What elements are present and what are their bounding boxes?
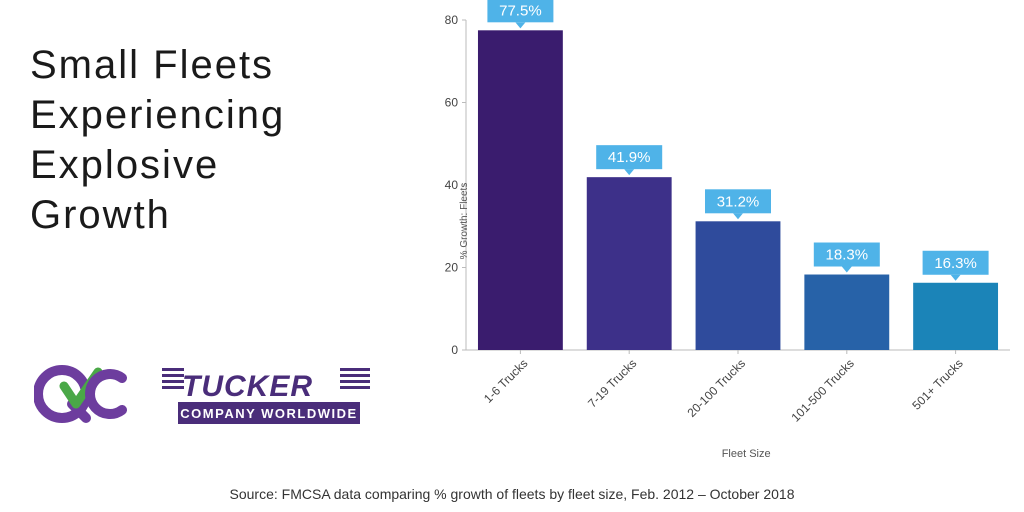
bar [478,30,563,350]
category-label: 20-100 Trucks [684,356,748,420]
chart-svg: 0 20 40 60 80 77.5% 1-6 Trucks 41.9% 7-19 Trucks… [420,0,1024,460]
category-label: 101-500 Trucks [789,356,857,424]
value-label: 41.9% [608,149,651,166]
y-axis-label: % Growth: Fleets [459,182,470,259]
svg-text:20: 20 [445,261,459,275]
category-label: 7-19 Trucks [585,356,639,410]
value-label: 77.5% [499,2,542,19]
page-title: Small Fleets Experiencing Explosive Grow… [30,40,400,240]
left-panel: Small Fleets Experiencing Explosive Grow… [0,0,420,460]
qc-logo [34,360,134,428]
logos-row: TUCKER COMPANY WORLDWIDE [30,360,400,440]
tucker-logo: TUCKER COMPANY WORLDWIDE [162,362,372,426]
source-text: Source: FMCSA data comparing % growth of… [0,486,1024,502]
title-line: Small Fleets [30,40,400,90]
title-line: Explosive [30,140,400,190]
title-line: Experiencing [30,90,400,140]
svg-text:60: 60 [445,96,459,110]
x-axis-label: Fleet Size [722,448,771,460]
tucker-word: TUCKER [182,370,313,403]
svg-text:80: 80 [445,13,459,27]
value-label: 18.3% [826,247,869,264]
svg-text:40: 40 [445,178,459,192]
value-label: 31.2% [717,193,760,210]
category-label: 1-6 Trucks [481,356,531,406]
bar [696,221,781,350]
bar [804,275,889,350]
bar [913,283,998,350]
svg-text:0: 0 [451,343,458,357]
title-line: Growth [30,190,400,240]
value-label: 16.3% [934,255,977,272]
tucker-subtitle: COMPANY WORLDWIDE [180,406,357,421]
bar-chart: % Growth: Fleets 0 20 40 60 80 77.5% 1-6 Truck… [420,0,1024,460]
category-label: 501+ Trucks [909,356,965,412]
bar [587,177,672,350]
